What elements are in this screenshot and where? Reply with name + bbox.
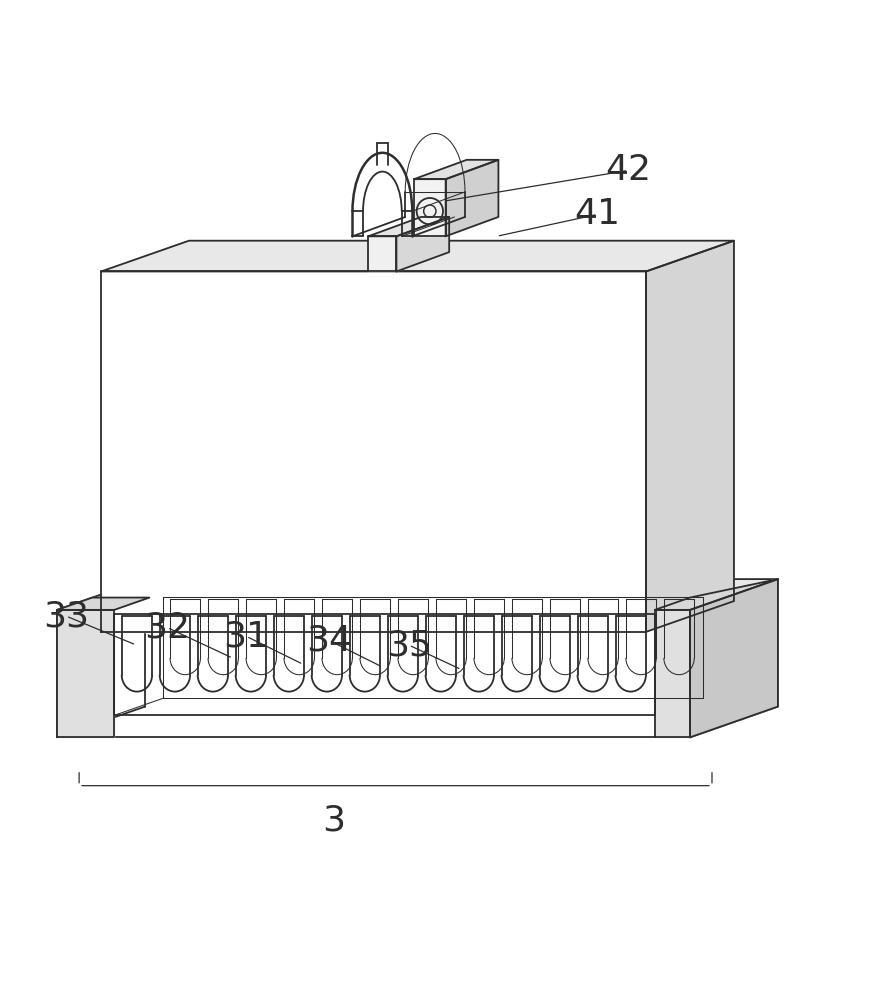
Text: 42: 42 — [605, 153, 651, 187]
Polygon shape — [645, 241, 733, 632]
Text: 31: 31 — [223, 619, 269, 653]
Polygon shape — [101, 271, 645, 632]
Polygon shape — [445, 160, 498, 236]
Polygon shape — [57, 598, 149, 610]
Polygon shape — [57, 579, 777, 610]
Polygon shape — [57, 610, 689, 737]
Polygon shape — [414, 160, 498, 179]
Polygon shape — [396, 217, 449, 271]
Polygon shape — [414, 179, 445, 236]
Polygon shape — [689, 579, 777, 737]
Polygon shape — [57, 610, 114, 737]
Polygon shape — [368, 217, 449, 236]
Text: 33: 33 — [43, 599, 89, 633]
Polygon shape — [368, 236, 396, 271]
Text: 3: 3 — [322, 804, 345, 838]
Text: 32: 32 — [144, 610, 190, 644]
Polygon shape — [689, 579, 777, 737]
Polygon shape — [654, 610, 689, 737]
Polygon shape — [101, 241, 733, 271]
Text: 41: 41 — [574, 197, 620, 231]
Text: 35: 35 — [385, 628, 431, 662]
Polygon shape — [654, 579, 777, 610]
Text: 34: 34 — [306, 624, 352, 658]
